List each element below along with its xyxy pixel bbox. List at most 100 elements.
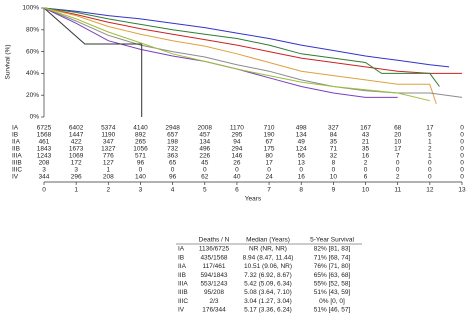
summary-cell: 435/1568 xyxy=(200,254,227,261)
summary-label: IA xyxy=(178,246,185,253)
risk-count: 0 xyxy=(460,160,464,167)
risk-count: 68 xyxy=(394,125,402,132)
risk-count: 0 xyxy=(460,146,464,153)
risk-count: 35 xyxy=(330,139,338,146)
risk-count: 0 xyxy=(299,167,303,174)
risk-count: 1069 xyxy=(69,153,84,160)
risk-count: 226 xyxy=(199,153,210,160)
summary-cell: 82% [81, 83] xyxy=(314,246,351,253)
risk-row-label: IA xyxy=(12,125,19,132)
risk-count: 1447 xyxy=(69,132,84,139)
risk-count: 0 xyxy=(235,167,239,174)
risk-count: 0 xyxy=(428,160,432,167)
y-tick-label: 40% xyxy=(26,70,39,77)
risk-count: 172 xyxy=(71,160,82,167)
x-tick-label: 7 xyxy=(267,187,271,194)
risk-count: 146 xyxy=(231,153,242,160)
risk-count: 0 xyxy=(171,167,175,174)
risk-count: 67 xyxy=(265,139,273,146)
y-tick-label: 60% xyxy=(26,48,39,55)
risk-count: 8 xyxy=(332,160,336,167)
risk-count: 422 xyxy=(71,139,82,146)
risk-count: 49 xyxy=(298,139,306,146)
survival-curve xyxy=(43,7,450,68)
x-axis-title: Years xyxy=(245,196,262,203)
risk-count: 198 xyxy=(167,139,178,146)
risk-count: 24 xyxy=(265,174,273,181)
summary-cell: 176/344 xyxy=(202,307,226,314)
summary-cell: 51% [43, 59] xyxy=(314,289,351,296)
risk-count: 45 xyxy=(201,160,209,167)
risk-count: 1190 xyxy=(101,132,115,139)
survival-curve xyxy=(43,7,437,105)
summary-cell: 95/208 xyxy=(204,289,224,296)
survival-curve xyxy=(43,7,440,87)
risk-count: 4140 xyxy=(133,125,148,132)
summary-header: Median (Years) xyxy=(246,237,290,244)
risk-count: 208 xyxy=(103,174,114,181)
risk-count: 2 xyxy=(396,174,400,181)
risk-count: 657 xyxy=(167,132,178,139)
risk-count: 0 xyxy=(428,174,432,181)
x-tick-label: 3 xyxy=(139,187,143,194)
summary-cell: 117/461 xyxy=(202,263,225,270)
summary-label: IV xyxy=(178,307,185,314)
risk-count: 0 xyxy=(460,125,464,132)
x-tick-label: 12 xyxy=(426,187,434,194)
x-tick-label: 11 xyxy=(394,187,401,194)
risk-count: 0 xyxy=(332,167,336,174)
risk-count: 0 xyxy=(460,174,464,181)
risk-count: 13 xyxy=(298,160,306,167)
risk-count: 0 xyxy=(460,139,464,146)
risk-count: 71 xyxy=(330,146,338,153)
risk-count: 62 xyxy=(201,174,209,181)
risk-count: 2008 xyxy=(198,125,213,132)
risk-count: 21 xyxy=(362,139,370,146)
risk-count: 56 xyxy=(298,153,306,160)
summary-cell: 553/1243 xyxy=(200,281,227,288)
summary-cell: 5.42 (5.09, 6.34) xyxy=(244,281,292,288)
summary-label: IIIC xyxy=(178,298,188,305)
y-axis-title: Survival (%) xyxy=(5,44,12,79)
risk-count: 0 xyxy=(267,167,271,174)
summary-cell: 1136/6725 xyxy=(199,246,230,253)
x-tick-label: 5 xyxy=(203,187,207,194)
risk-count: 265 xyxy=(135,139,146,146)
risk-count: 1327 xyxy=(101,146,116,153)
risk-row-label: IV xyxy=(12,174,19,181)
risk-count: 16 xyxy=(362,153,370,160)
risk-count: 167 xyxy=(360,125,371,132)
y-tick-label: 0% xyxy=(30,114,40,121)
summary-cell: 594/1843 xyxy=(200,272,227,279)
x-tick-label: 9 xyxy=(332,187,336,194)
risk-count: 140 xyxy=(135,174,146,181)
survival-curve xyxy=(43,7,430,102)
risk-row-label: IIIA xyxy=(12,153,22,160)
risk-count: 1 xyxy=(428,153,432,160)
risk-count: 1843 xyxy=(37,146,52,153)
risk-count: 26 xyxy=(233,160,241,167)
x-tick-label: 1 xyxy=(74,187,78,194)
risk-count: 10 xyxy=(330,174,338,181)
risk-count: 461 xyxy=(39,139,50,146)
summary-label: IIB xyxy=(178,272,186,279)
x-tick-label: 8 xyxy=(299,187,303,194)
risk-count: 0 xyxy=(396,160,400,167)
summary-cell: 76% [71, 80] xyxy=(314,263,351,270)
risk-count: 65 xyxy=(169,160,177,167)
risk-count: 20 xyxy=(394,132,402,139)
risk-row-label: IIIB xyxy=(12,160,22,167)
risk-count: 190 xyxy=(264,132,275,139)
summary-cell: 5.08 (3.64, 7.10) xyxy=(244,289,292,296)
risk-count: 0 xyxy=(396,167,400,174)
risk-row-label: IB xyxy=(12,132,18,139)
risk-count: 2 xyxy=(364,160,368,167)
summary-cell: 65% [63, 68] xyxy=(314,272,351,279)
risk-count: 0 xyxy=(203,167,207,174)
summary-cell: 5.17 (3.36, 6.24) xyxy=(244,307,292,314)
risk-row-label: IIA xyxy=(12,139,21,146)
risk-count: 710 xyxy=(264,125,275,132)
risk-count: 344 xyxy=(39,174,50,181)
risk-count: 134 xyxy=(199,139,210,146)
survival-curve xyxy=(43,7,143,117)
